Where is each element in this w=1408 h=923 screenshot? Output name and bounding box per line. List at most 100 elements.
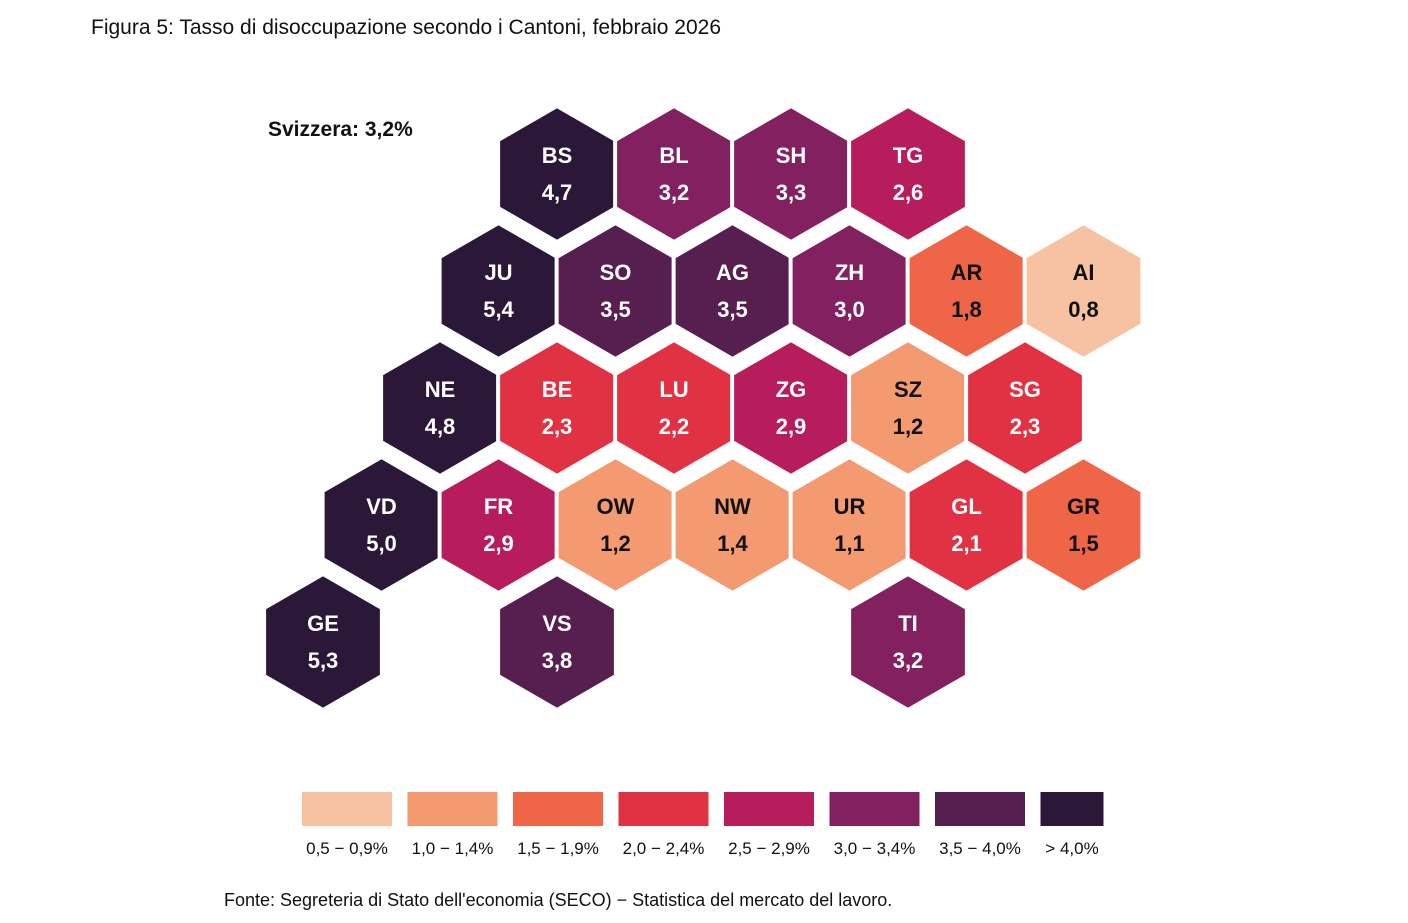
legend-swatch	[302, 792, 392, 826]
canton-hex	[905, 455, 1028, 595]
canton-value: 5,4	[483, 297, 514, 322]
canton-value: 2,1	[951, 531, 982, 556]
canton-code: VD	[366, 494, 397, 519]
canton-hex	[437, 455, 560, 595]
canton-sh: SH 3,3	[730, 104, 852, 244]
canton-code: NW	[714, 494, 751, 519]
canton-ow: OW 1,2	[554, 455, 677, 595]
figure-title: Figura 5: Tasso di disoccupazione second…	[91, 16, 722, 39]
canton-code: OW	[597, 494, 635, 519]
legend-swatch	[513, 792, 603, 826]
canton-code: BE	[542, 377, 573, 402]
canton-value: 1,2	[893, 414, 924, 439]
legend-item: 1,5 − 1,9%	[513, 792, 603, 858]
canton-ag: AG 3,5	[671, 221, 794, 361]
canton-ai: AI 0,8	[1022, 221, 1145, 361]
national-rate-label: Svizzera: 3,2%	[268, 118, 413, 141]
canton-value: 3,2	[893, 648, 924, 673]
canton-value: 2,9	[776, 414, 807, 439]
legend-swatch	[724, 792, 814, 826]
canton-hex	[437, 221, 560, 361]
canton-value: 1,1	[834, 531, 865, 556]
canton-code: UR	[834, 494, 866, 519]
canton-value: 2,3	[542, 414, 573, 439]
legend-item: 2,0 − 2,4%	[618, 792, 709, 858]
canton-sg: SG 2,3	[964, 338, 1086, 478]
canton-code: LU	[659, 377, 688, 402]
legend-swatch	[1040, 792, 1104, 826]
canton-hex	[613, 104, 735, 244]
legend-label: 3,0 − 3,4%	[834, 839, 916, 858]
canton-lu: LU 2,2	[613, 338, 735, 478]
canton-code: TG	[893, 143, 924, 168]
canton-hex	[320, 455, 443, 595]
canton-value: 5,0	[366, 531, 397, 556]
canton-ju: JU 5,4	[437, 221, 560, 361]
canton-zg: ZG 2,9	[730, 338, 852, 478]
canton-value: 1,5	[1068, 531, 1099, 556]
canton-code: SO	[600, 260, 632, 285]
legend-label: 0,5 − 0,9%	[306, 839, 388, 858]
canton-sz: SZ 1,2	[847, 338, 969, 478]
canton-ti: TI 3,2	[847, 572, 969, 712]
canton-hex	[847, 104, 969, 244]
canton-hex	[496, 338, 618, 478]
canton-hex	[262, 572, 384, 712]
canton-hex	[671, 455, 794, 595]
canton-bl: BL 3,2	[613, 104, 735, 244]
canton-gr: GR 1,5	[1022, 455, 1145, 595]
canton-hex	[613, 338, 735, 478]
canton-code: AG	[716, 260, 749, 285]
canton-hex	[554, 221, 677, 361]
legend-label: 2,0 − 2,4%	[623, 839, 705, 858]
canton-value: 2,2	[659, 414, 690, 439]
legend-label: 2,5 − 2,9%	[728, 839, 810, 858]
canton-value: 1,4	[717, 531, 748, 556]
canton-hex	[379, 338, 501, 478]
canton-ne: NE 4,8	[379, 338, 501, 478]
canton-value: 1,8	[951, 297, 982, 322]
canton-code: BL	[659, 143, 688, 168]
canton-hex-layer: BS 4,7 BL 3,2 SH 3,3 TG 2,6 JU 5,4 SO 3,5 AG 3,5 ZH 3,0…	[262, 104, 1145, 712]
legend-item: 0,5 − 0,9%	[302, 792, 392, 858]
canton-value: 3,3	[776, 180, 807, 205]
canton-zh: ZH 3,0	[788, 221, 911, 361]
canton-value: 3,5	[600, 297, 631, 322]
canton-code: GL	[951, 494, 982, 519]
canton-fr: FR 2,9	[437, 455, 560, 595]
legend-item: 1,0 − 1,4%	[407, 792, 498, 858]
legend: 0,5 − 0,9% 1,0 − 1,4% 1,5 − 1,9% 2,0 − 2,4%…	[302, 792, 1104, 858]
canton-value: 4,7	[542, 180, 573, 205]
canton-code: VS	[542, 611, 571, 636]
canton-nw: NW 1,4	[671, 455, 794, 595]
canton-value: 3,2	[659, 180, 690, 205]
canton-bs: BS 4,7	[496, 104, 618, 244]
legend-swatch	[618, 792, 709, 826]
canton-tg: TG 2,6	[847, 104, 969, 244]
canton-hex	[496, 572, 618, 712]
legend-swatch	[829, 792, 920, 826]
canton-code: TI	[898, 611, 918, 636]
canton-hex	[730, 104, 852, 244]
canton-value: 0,8	[1068, 297, 1099, 322]
canton-hex	[730, 338, 852, 478]
canton-hex	[1022, 455, 1145, 595]
canton-value: 4,8	[425, 414, 456, 439]
canton-code: AR	[951, 260, 983, 285]
canton-hex	[496, 104, 618, 244]
canton-hex	[905, 221, 1028, 361]
canton-value: 3,5	[717, 297, 748, 322]
canton-code: FR	[484, 494, 513, 519]
canton-value: 2,3	[1010, 414, 1041, 439]
canton-value: 1,2	[600, 531, 631, 556]
canton-hex	[788, 455, 911, 595]
canton-code: JU	[484, 260, 512, 285]
canton-code: BS	[542, 143, 573, 168]
legend-item: > 4,0%	[1040, 792, 1104, 858]
canton-code: SG	[1009, 377, 1041, 402]
canton-code: ZH	[835, 260, 864, 285]
canton-code: SZ	[894, 377, 922, 402]
legend-swatch	[935, 792, 1025, 826]
canton-hex	[1022, 221, 1145, 361]
